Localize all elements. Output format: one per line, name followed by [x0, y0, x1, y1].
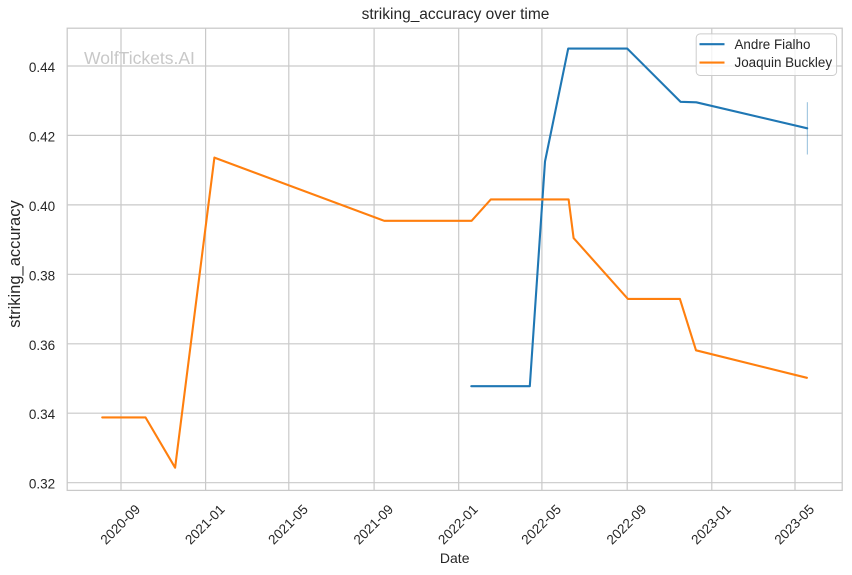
- svg-text:0.32: 0.32: [29, 477, 55, 492]
- svg-text:0.36: 0.36: [29, 338, 55, 353]
- svg-text:2022-09: 2022-09: [604, 502, 650, 548]
- svg-text:2021-05: 2021-05: [265, 502, 311, 548]
- svg-text:2020-09: 2020-09: [97, 502, 143, 548]
- svg-text:2022-01: 2022-01: [435, 502, 481, 548]
- svg-text:2022-05: 2022-05: [518, 502, 564, 548]
- svg-text:Joaquin Buckley: Joaquin Buckley: [735, 55, 833, 70]
- svg-text:Date: Date: [440, 550, 470, 566]
- svg-text:0.40: 0.40: [29, 199, 55, 214]
- svg-text:2021-01: 2021-01: [182, 502, 228, 548]
- svg-text:Andre Fialho: Andre Fialho: [735, 37, 811, 52]
- svg-text:striking_accuracy: striking_accuracy: [6, 200, 24, 328]
- svg-text:0.34: 0.34: [29, 407, 56, 422]
- svg-text:striking_accuracy over time: striking_accuracy over time: [362, 6, 550, 23]
- svg-text:2023-01: 2023-01: [688, 502, 734, 548]
- svg-text:2021-09: 2021-09: [351, 502, 397, 548]
- svg-text:0.38: 0.38: [29, 268, 55, 283]
- svg-text:0.42: 0.42: [29, 129, 55, 144]
- svg-text:0.44: 0.44: [29, 60, 56, 75]
- svg-text:2023-05: 2023-05: [771, 502, 817, 548]
- svg-text:WolfTickets.AI: WolfTickets.AI: [84, 48, 195, 68]
